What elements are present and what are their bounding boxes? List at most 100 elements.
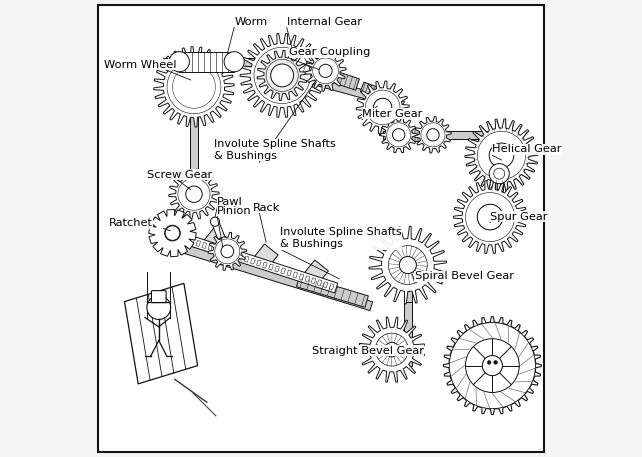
Polygon shape xyxy=(169,169,219,219)
Circle shape xyxy=(386,123,411,147)
Polygon shape xyxy=(381,117,417,153)
Circle shape xyxy=(365,90,400,125)
Text: Straight Bevel Gear: Straight Bevel Gear xyxy=(312,345,424,356)
Polygon shape xyxy=(190,57,198,210)
Polygon shape xyxy=(261,62,404,109)
Circle shape xyxy=(318,64,333,78)
Polygon shape xyxy=(178,234,182,240)
Polygon shape xyxy=(311,278,316,284)
Polygon shape xyxy=(263,262,267,268)
Circle shape xyxy=(313,58,338,84)
Circle shape xyxy=(399,256,417,274)
Circle shape xyxy=(186,186,202,202)
Circle shape xyxy=(465,339,519,393)
Circle shape xyxy=(319,64,332,77)
Polygon shape xyxy=(245,256,249,262)
Polygon shape xyxy=(323,282,328,288)
Text: Internal Gear: Internal Gear xyxy=(287,16,361,27)
Polygon shape xyxy=(293,272,298,278)
Circle shape xyxy=(477,204,503,230)
Circle shape xyxy=(388,246,428,284)
Polygon shape xyxy=(394,128,426,141)
Polygon shape xyxy=(359,317,424,382)
Circle shape xyxy=(421,123,445,147)
Polygon shape xyxy=(305,276,309,282)
Polygon shape xyxy=(214,246,219,252)
Polygon shape xyxy=(179,52,234,72)
Circle shape xyxy=(465,192,515,242)
Polygon shape xyxy=(257,260,261,266)
Polygon shape xyxy=(275,266,279,272)
Text: Involute Spline Shafts
& Bushings: Involute Spline Shafts & Bushings xyxy=(214,139,335,161)
Polygon shape xyxy=(404,302,412,366)
Polygon shape xyxy=(444,317,541,414)
Circle shape xyxy=(147,296,171,319)
Ellipse shape xyxy=(224,52,244,72)
Polygon shape xyxy=(415,117,451,153)
Circle shape xyxy=(165,226,180,240)
Circle shape xyxy=(489,143,514,168)
Circle shape xyxy=(254,47,310,104)
Polygon shape xyxy=(305,50,346,91)
Text: Spur Gear: Spur Gear xyxy=(490,212,548,222)
Circle shape xyxy=(374,99,392,116)
Polygon shape xyxy=(379,105,387,135)
Circle shape xyxy=(385,342,399,357)
Circle shape xyxy=(221,245,234,258)
Text: Spiral Bevel Gear: Spiral Bevel Gear xyxy=(415,271,514,281)
Polygon shape xyxy=(163,58,261,66)
Circle shape xyxy=(266,59,299,91)
Circle shape xyxy=(180,73,208,101)
Polygon shape xyxy=(208,244,213,250)
Circle shape xyxy=(427,129,439,141)
Circle shape xyxy=(313,58,338,84)
Polygon shape xyxy=(329,284,334,290)
Polygon shape xyxy=(304,260,329,284)
Polygon shape xyxy=(254,244,278,268)
Circle shape xyxy=(494,168,505,179)
Text: Pawl: Pawl xyxy=(217,197,243,207)
Circle shape xyxy=(211,217,220,226)
Polygon shape xyxy=(287,270,291,276)
Polygon shape xyxy=(202,242,207,249)
Polygon shape xyxy=(204,228,228,251)
Polygon shape xyxy=(240,33,324,117)
Circle shape xyxy=(167,60,221,114)
Polygon shape xyxy=(208,232,247,271)
Polygon shape xyxy=(250,258,255,264)
Polygon shape xyxy=(356,81,409,134)
Polygon shape xyxy=(495,137,503,191)
Polygon shape xyxy=(212,220,225,239)
Circle shape xyxy=(482,356,503,376)
Polygon shape xyxy=(184,236,188,243)
Text: Pinion: Pinion xyxy=(217,206,252,216)
Polygon shape xyxy=(453,181,526,254)
Polygon shape xyxy=(257,50,308,101)
Polygon shape xyxy=(190,239,195,244)
Polygon shape xyxy=(196,240,200,246)
Polygon shape xyxy=(465,119,538,192)
Polygon shape xyxy=(383,131,494,139)
Circle shape xyxy=(374,98,392,117)
Polygon shape xyxy=(177,232,338,293)
Polygon shape xyxy=(299,274,304,280)
Circle shape xyxy=(494,361,498,364)
Polygon shape xyxy=(226,250,231,256)
Circle shape xyxy=(268,61,297,90)
Polygon shape xyxy=(369,226,447,304)
Circle shape xyxy=(271,64,293,87)
Text: Gear Coupling: Gear Coupling xyxy=(289,47,370,57)
Polygon shape xyxy=(153,47,234,127)
Circle shape xyxy=(178,178,210,210)
Circle shape xyxy=(487,361,491,364)
Circle shape xyxy=(483,356,502,375)
Circle shape xyxy=(173,65,215,108)
Text: Screw Gear: Screw Gear xyxy=(148,170,213,180)
Text: Involute Spline Shafts
& Bushings: Involute Spline Shafts & Bushings xyxy=(280,228,401,249)
FancyBboxPatch shape xyxy=(152,291,166,303)
Polygon shape xyxy=(232,252,237,258)
Text: Rack: Rack xyxy=(252,202,280,213)
Polygon shape xyxy=(404,265,412,304)
Circle shape xyxy=(274,67,290,84)
Polygon shape xyxy=(281,268,286,274)
